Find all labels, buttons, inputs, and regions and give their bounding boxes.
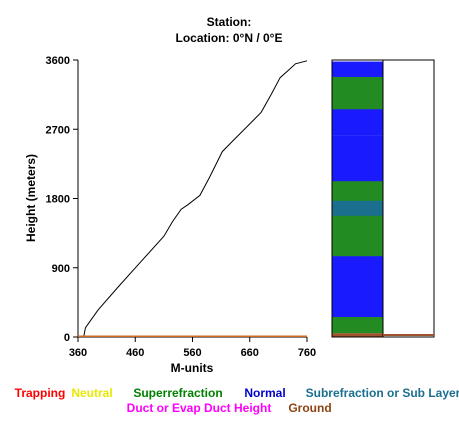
y-tick-label: 900 [52, 263, 70, 275]
series-line-0 [83, 60, 308, 338]
legend-item: Normal [244, 386, 285, 400]
y-tick-label: 1800 [46, 194, 70, 206]
y-tick-label: 3600 [46, 55, 70, 67]
x-tick-label: 760 [298, 347, 316, 359]
x-tick-label: 660 [241, 347, 259, 359]
plot-area: 0 900 1800 2700 3600 360 460 560 660 760 [46, 55, 317, 359]
layer-band [332, 200, 383, 216]
x-tick-label: 460 [126, 347, 144, 359]
layer-band [332, 316, 383, 334]
layer-column [331, 59, 435, 338]
chart-title: Station: [207, 15, 252, 29]
legend-item: Superrefraction [133, 386, 222, 400]
y-axis-title: Height (meters) [24, 154, 38, 242]
legend: Trapping Neutral Superrefraction Normal Subr… [15, 386, 459, 415]
x-tick-label: 560 [183, 347, 201, 359]
legend-item: Neutral [71, 386, 112, 400]
layer-band [332, 333, 383, 337]
legend-item: Duct or Evap Duct Height [127, 401, 272, 415]
legend-item: Trapping [15, 386, 66, 400]
x-axis-title: M-units [171, 361, 214, 375]
x-tick-label: 360 [69, 347, 87, 359]
y-tick-label: 0 [64, 332, 70, 344]
chart-subtitle: Location: 0°N / 0°E [176, 31, 283, 45]
legend-item: Subrefraction or Sub Layer [306, 386, 459, 400]
layer-band [332, 76, 383, 110]
y-tick-label: 2700 [46, 124, 70, 136]
legend-item: Ground [288, 401, 331, 415]
